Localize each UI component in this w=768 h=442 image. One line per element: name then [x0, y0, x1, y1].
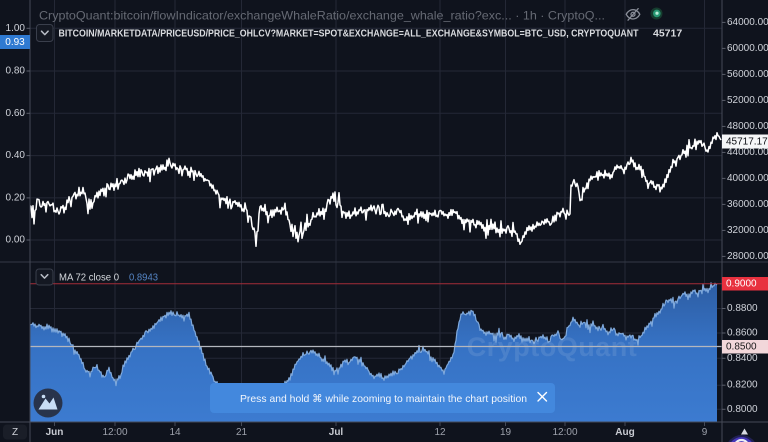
svg-text:0.8000: 0.8000 [727, 404, 758, 415]
svg-text:0.8600: 0.8600 [727, 328, 758, 339]
svg-text:14: 14 [169, 427, 181, 438]
svg-text:0.8800: 0.8800 [727, 303, 758, 314]
svg-text:0.8200: 0.8200 [727, 380, 758, 391]
svg-text:Z: Z [12, 427, 18, 438]
svg-text:19: 19 [500, 427, 512, 438]
svg-text:0.8400: 0.8400 [727, 353, 758, 364]
svg-text:Aug: Aug [615, 427, 634, 438]
svg-text:0.8500: 0.8500 [726, 341, 757, 352]
svg-text:48000.00: 48000.00 [727, 121, 768, 132]
svg-text:MA 72 close 0: MA 72 close 0 [59, 272, 119, 284]
svg-text:44000.00: 44000.00 [727, 147, 768, 158]
svg-text:45717.17: 45717.17 [726, 136, 768, 147]
svg-text:0.20: 0.20 [6, 192, 26, 203]
svg-text:0.00: 0.00 [6, 235, 26, 246]
svg-text:0.40: 0.40 [6, 150, 26, 161]
svg-text:Press and hold ⌘ while zooming: Press and hold ⌘ while zooming to mainta… [240, 393, 527, 405]
svg-text:21: 21 [236, 427, 248, 438]
svg-text:Jul: Jul [329, 427, 344, 438]
svg-text:32000.00: 32000.00 [727, 225, 768, 236]
svg-text:52000.00: 52000.00 [727, 95, 768, 106]
svg-text:0.8943: 0.8943 [129, 272, 158, 284]
svg-text:12:00: 12:00 [102, 427, 127, 438]
svg-text:64000.00: 64000.00 [727, 17, 768, 28]
svg-text:60000.00: 60000.00 [727, 43, 768, 54]
svg-text:56000.00: 56000.00 [727, 69, 768, 80]
svg-text:CryptoQuant:bitcoin/flowIndica: CryptoQuant:bitcoin/flowIndicator/exchan… [39, 9, 605, 23]
svg-text:0.93: 0.93 [5, 37, 25, 48]
svg-text:9: 9 [702, 427, 708, 438]
svg-text:12: 12 [434, 427, 446, 438]
svg-text:40000.00: 40000.00 [727, 173, 768, 184]
svg-text:12:00: 12:00 [552, 427, 577, 438]
svg-text:0.80: 0.80 [6, 66, 26, 77]
svg-text:36000.00: 36000.00 [727, 199, 768, 210]
svg-text:1.00: 1.00 [6, 23, 26, 34]
svg-text:0.60: 0.60 [6, 108, 26, 119]
svg-text:BITCOIN/MARKETDATA/PRICEUSD/PR: BITCOIN/MARKETDATA/PRICEUSD/PRICE_OHLCV?… [59, 28, 639, 40]
svg-text:28000.00: 28000.00 [727, 251, 768, 262]
svg-text:Jun: Jun [46, 427, 64, 438]
svg-text:0.9000: 0.9000 [726, 279, 757, 290]
svg-text:45717: 45717 [653, 28, 682, 40]
